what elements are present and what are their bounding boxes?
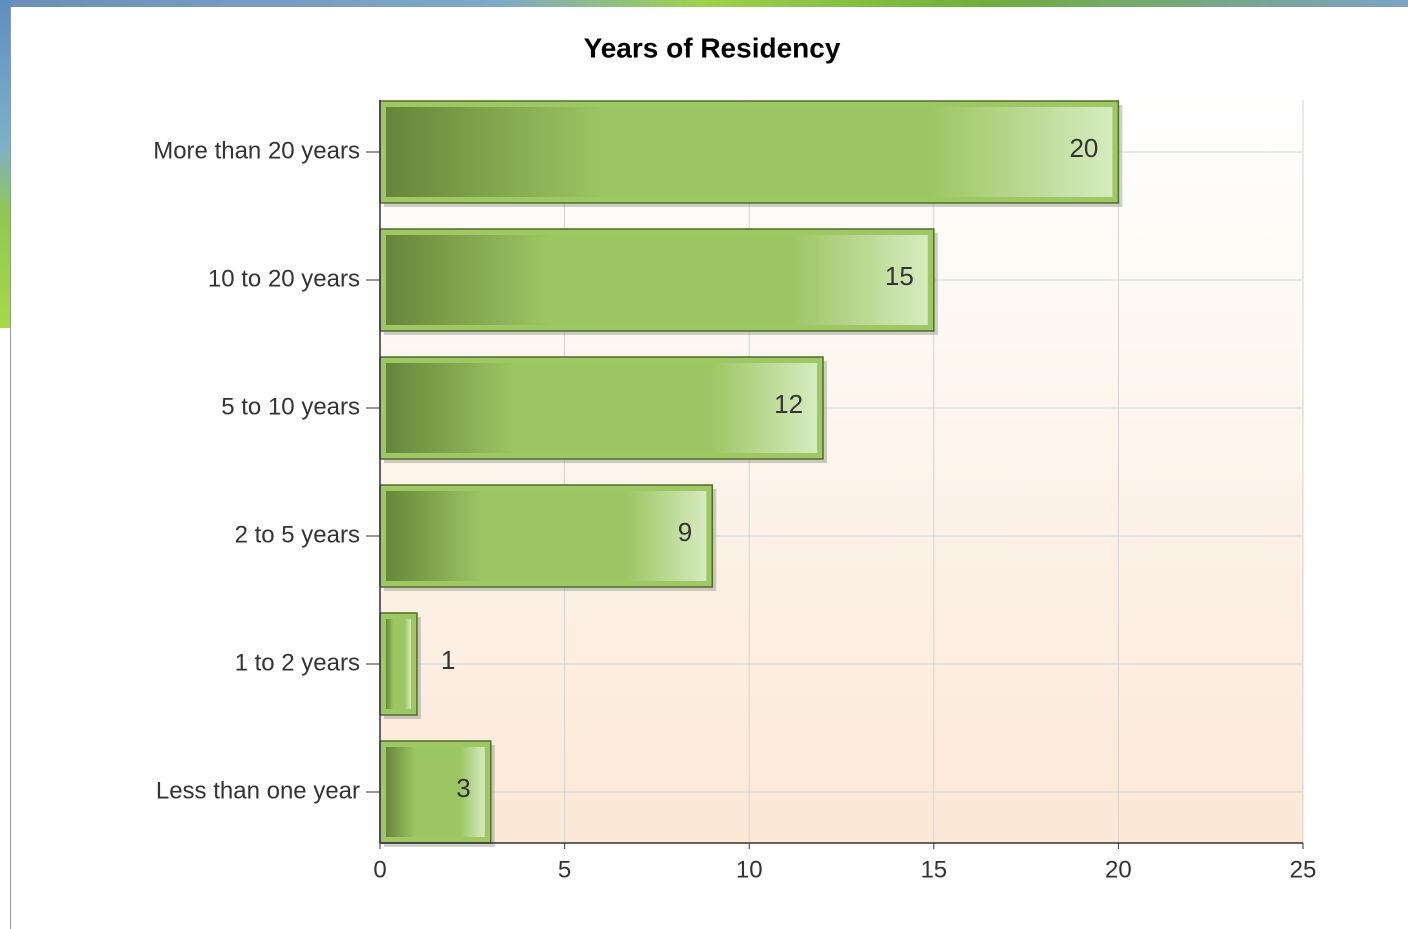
y-tick-label: 10 to 20 years [208, 265, 360, 292]
y-tick-label: 2 to 5 years [235, 521, 360, 548]
data-label: 12 [774, 389, 803, 419]
data-label: 15 [885, 261, 914, 291]
x-tick-label: 20 [1105, 856, 1132, 883]
x-tick-label: 15 [920, 856, 947, 883]
header-decoration [0, 0, 1408, 8]
chart-title: Years of Residency [584, 32, 841, 63]
bar-inner [386, 491, 707, 581]
data-label: 20 [1069, 133, 1098, 163]
data-label: 9 [678, 517, 692, 547]
side-decoration [0, 0, 12, 328]
x-tick-label: 0 [373, 856, 386, 883]
bar-inner [386, 107, 1113, 197]
bar-inner [386, 363, 818, 453]
x-tick-label: 10 [736, 856, 763, 883]
y-tick-label: Less than one year [156, 777, 360, 804]
y-tick-label: 5 to 10 years [221, 393, 360, 420]
data-label: 1 [441, 645, 455, 675]
plot-area [380, 100, 1303, 843]
bar-inner [386, 235, 928, 325]
bar-inner [386, 747, 485, 837]
data-label: 3 [456, 773, 470, 803]
y-tick-label: More than 20 years [153, 137, 360, 164]
bar-inner [386, 619, 411, 709]
x-tick-label: 5 [558, 856, 571, 883]
y-tick-label: 1 to 2 years [235, 649, 360, 676]
x-tick-label: 25 [1290, 856, 1317, 883]
